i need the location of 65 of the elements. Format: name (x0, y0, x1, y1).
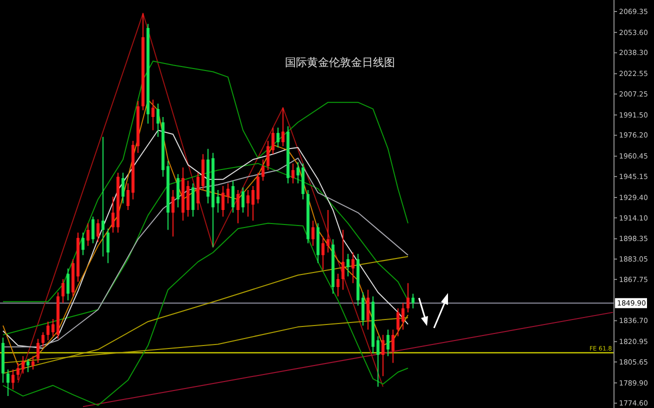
candlestick (266, 140, 270, 171)
candlestick (46, 321, 50, 341)
candlestick (322, 236, 324, 270)
candlestick (122, 172, 124, 204)
candlestick (82, 232, 84, 256)
candlestick (26, 358, 30, 373)
candlestick (346, 253, 350, 277)
line-series (2, 222, 408, 406)
candlestick (342, 229, 344, 290)
candlestick (32, 356, 34, 370)
candlestick (86, 222, 90, 246)
candlestick (406, 282, 410, 313)
candlestick (336, 273, 340, 297)
candlestick (52, 318, 54, 337)
candlestick (396, 308, 400, 337)
candlestick (222, 186, 224, 218)
candlestick (326, 209, 330, 254)
line-series (18, 12, 384, 388)
candlestick (186, 180, 190, 218)
candlestick (36, 338, 40, 364)
candlestick (386, 329, 390, 357)
candlestick (172, 190, 174, 238)
candlestick (382, 334, 384, 377)
line-series (2, 99, 408, 366)
candlestick (392, 329, 394, 364)
candlestick (272, 127, 274, 155)
candlestick (242, 186, 244, 214)
candlestick (262, 158, 264, 182)
candlestick (42, 332, 44, 348)
text: 国际黄金伦敦金日线图 (285, 56, 395, 69)
candlestick (22, 356, 24, 374)
candlestick (62, 278, 64, 304)
candlestick (96, 218, 100, 242)
candlestick (312, 220, 314, 246)
candlestick (126, 182, 130, 210)
candlestick (66, 268, 70, 301)
candlestick (256, 172, 260, 204)
candlestick (6, 368, 10, 397)
candlestick (232, 180, 234, 214)
candlestick (156, 103, 160, 138)
candlestick (366, 289, 370, 330)
candlestick (12, 368, 14, 390)
candlestick (282, 107, 284, 147)
candlestick (362, 292, 364, 326)
candlestick (236, 190, 240, 224)
candlestick (92, 216, 94, 244)
candlestick (102, 136, 104, 257)
candlestick (292, 162, 294, 184)
line-series (2, 256, 408, 374)
candlestick (16, 362, 20, 381)
candlestick (216, 190, 220, 214)
candlestick (112, 196, 114, 234)
candlestick (106, 228, 110, 264)
candlestick (246, 190, 250, 218)
candlestick (192, 182, 194, 218)
candlestick (176, 174, 180, 208)
candlestick (402, 302, 404, 330)
candlestick (226, 182, 230, 204)
candlestick (376, 336, 380, 388)
candlestick (252, 186, 254, 222)
candlestick (152, 99, 154, 131)
candlestick (412, 293, 414, 309)
candlestick (296, 162, 300, 184)
candlestick (352, 252, 354, 284)
candlestick (276, 127, 280, 148)
